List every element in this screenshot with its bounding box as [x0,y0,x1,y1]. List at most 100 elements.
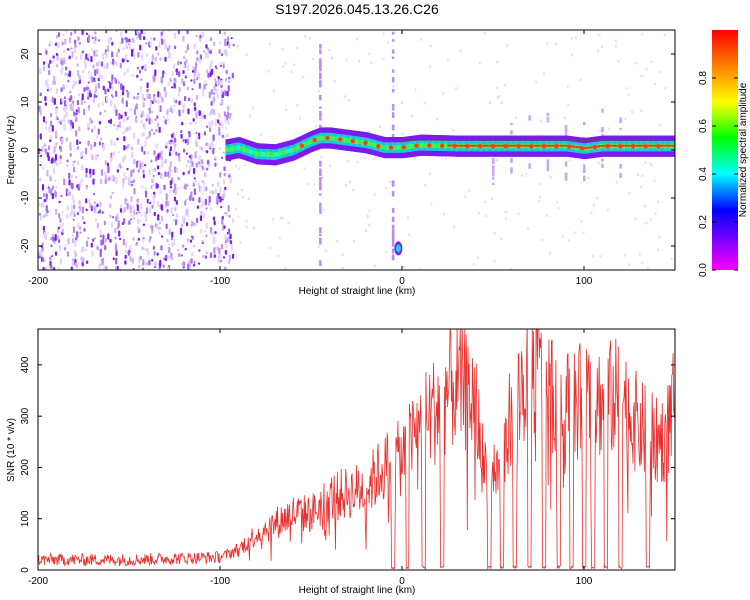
noise-speck [55,130,58,138]
streak-mark [564,124,568,130]
noise-speck [87,96,90,100]
noise-speck [54,233,57,241]
noise-speck [90,242,93,248]
faint-speck [324,249,327,252]
snr-x-tick-label: 100 [576,576,593,587]
noise-speck [38,250,42,256]
ridge-dot [452,143,457,149]
noise-speck [129,244,132,251]
noise-speck [126,68,129,73]
noise-speck [81,50,84,54]
noise-speck [76,211,80,216]
noise-speck [99,73,102,80]
noise-speck [114,236,117,240]
noise-speck [106,62,109,69]
noise-speck [108,37,111,44]
streak-mark [391,39,395,42]
noise-speck [182,244,185,248]
ridge-hot [589,146,592,149]
colorbar-label: Normalized spectral amplitude [738,82,749,217]
ridge-hot [545,144,549,147]
noise-speck [202,181,205,185]
noise-speck [214,65,217,69]
streak-mark [510,167,513,171]
noise-speck [190,98,194,103]
noise-speck [64,30,67,33]
noise-speck [205,207,208,210]
noise-speck [129,183,132,187]
noise-speck [144,140,147,148]
noise-speck [116,226,119,230]
noise-speck [72,237,75,244]
noise-speck [67,190,70,196]
faint-speck [285,108,288,112]
noise-speck [152,168,155,172]
noise-speck [115,90,118,97]
noise-speck [227,119,230,125]
noise-speck [59,223,62,229]
noise-speck [90,153,93,160]
noise-speck [99,178,103,185]
faint-speck [352,188,355,192]
noise-speck [116,137,119,141]
faint-speck [384,187,387,190]
noise-speck [88,70,91,75]
noise-speck [158,126,161,133]
ridge-hot [573,145,576,148]
noise-speck [38,212,42,216]
noise-speck [169,185,173,189]
faint-speck [525,172,528,176]
noise-speck [133,217,136,220]
faint-speck [341,266,344,270]
noise-speck [77,222,80,229]
faint-speck [517,212,520,215]
faint-speck [429,65,432,68]
faint-speck [640,185,643,189]
noise-speck [130,183,134,187]
streak-mark [601,128,604,133]
noise-speck [164,158,167,165]
ridge-dot [656,143,661,149]
streak-mark [391,89,395,93]
faint-speck [243,163,246,167]
noise-speck [73,213,76,217]
streak-mark [583,168,586,172]
noise-speck [126,126,129,131]
noise-speck [194,62,198,68]
noise-speck [210,68,214,75]
noise-speck [230,37,233,40]
ridge-dot [337,137,343,142]
noise-speck [224,249,227,255]
streak-mark [564,128,568,134]
noise-speck [225,50,228,57]
noise-speck [94,86,98,93]
noise-speck [101,101,104,106]
noise-speck [174,207,177,212]
noise-speck [104,126,107,129]
noise-speck [154,118,157,121]
noise-speck [182,261,185,268]
spectrogram-x-label: Height of straight line (km) [299,286,416,297]
faint-speck [298,117,301,120]
ridge-hot [526,144,530,147]
noise-speck [195,162,198,168]
noise-speck [136,66,140,70]
faint-speck [411,114,414,117]
faint-speck [634,62,637,65]
noise-speck [88,89,92,93]
noise-speck [190,221,194,227]
ridge-dot [350,138,356,144]
noise-speck [132,168,135,173]
noise-speck [69,103,73,111]
noise-speck [201,161,204,165]
noise-speck [149,236,152,240]
spectrogram-y-tick-label: 10 [20,96,31,108]
noise-speck [124,249,128,255]
noise-speck [58,213,61,219]
ridge-dot [439,143,445,148]
noise-speck [126,91,129,99]
noise-speck [111,85,114,91]
noise-speck [154,56,157,62]
faint-speck [290,70,293,74]
noise-speck [123,218,126,224]
